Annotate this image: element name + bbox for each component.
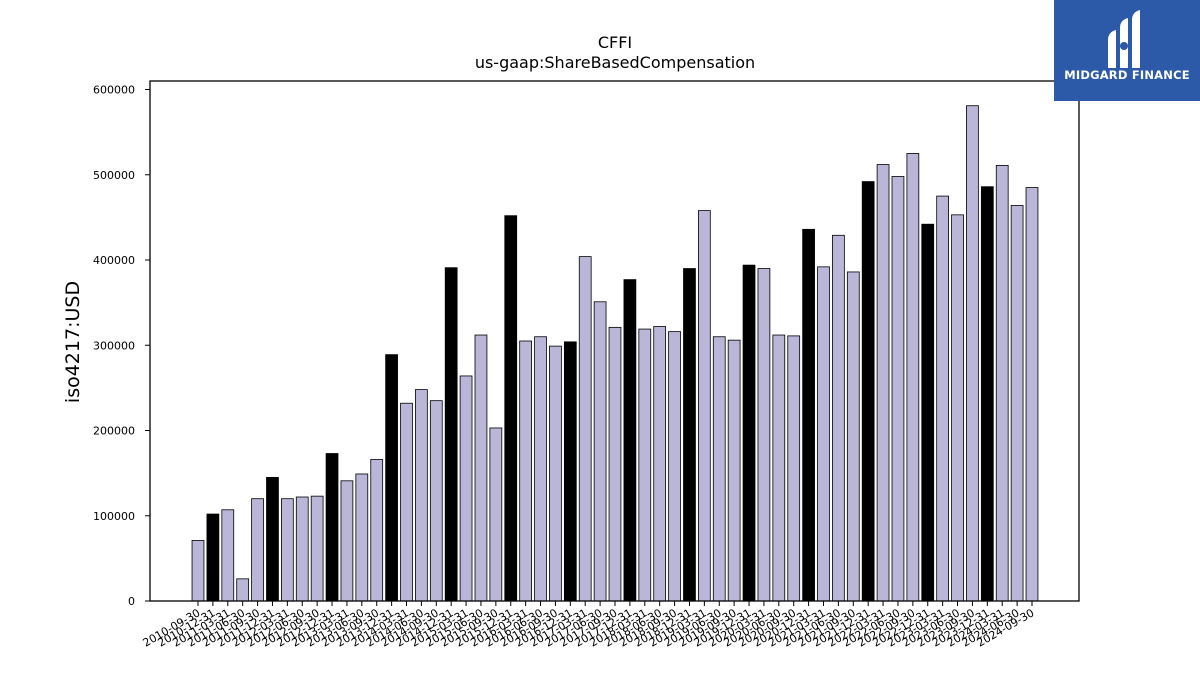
bar-2017-06-30: [593, 301, 607, 602]
bar-2023-09-30: [966, 105, 979, 602]
bar-2022-03-31: [876, 164, 890, 602]
bar-2014-06-30: [415, 389, 428, 602]
y-tick-label: 400000: [93, 254, 135, 267]
bar-2018-09-30: [668, 331, 681, 602]
plot-frame: [149, 80, 1080, 602]
bar-2021-12-31: [861, 181, 875, 602]
bar-2023-12-31: [980, 186, 994, 602]
bar-2020-06-30: [772, 334, 786, 602]
bar-2014-09-30: [429, 400, 443, 602]
bar-2016-09-30: [549, 345, 562, 602]
bar-2015-12-31: [504, 215, 518, 602]
bar-2011-09-30: [251, 498, 264, 602]
bar-2020-12-31: [802, 228, 815, 602]
bar-2017-03-31: [578, 256, 592, 602]
y-axis-label: iso4217:USD: [62, 281, 84, 403]
bar-2022-06-30: [891, 176, 905, 602]
bar-2017-12-31: [623, 279, 637, 602]
bar-2021-09-30: [846, 271, 860, 602]
y-tick-label: 0: [128, 595, 135, 608]
bar-2016-03-31: [519, 340, 533, 602]
bar-2021-03-31: [817, 266, 830, 602]
y-tick-label: 100000: [93, 510, 135, 523]
bar-2024-06-30: [1010, 205, 1024, 602]
y-tick-label: 500000: [93, 169, 135, 182]
y-tick-label: 600000: [93, 84, 135, 97]
midgard-logo-icon: [1108, 10, 1140, 68]
bar-2015-09-30: [489, 427, 503, 602]
bar-2011-06-30: [236, 578, 250, 602]
bar-2013-06-30: [355, 473, 369, 602]
bar-2018-12-31: [683, 268, 696, 602]
bar-2013-09-30: [370, 459, 384, 602]
y-tick-label: 300000: [93, 339, 135, 352]
midgard-finance-logo: MIDGARD FINANCE: [1054, 0, 1200, 101]
bar-2016-06-30: [534, 336, 547, 602]
bar-2022-12-31: [921, 223, 935, 602]
bar-2021-06-30: [832, 234, 845, 602]
bar-2017-09-30: [608, 326, 622, 602]
bar-2012-03-31: [280, 498, 294, 602]
bar-2019-12-31: [742, 264, 756, 602]
logo-text: MIDGARD FINANCE: [1064, 68, 1190, 82]
bar-2013-12-31: [385, 354, 398, 602]
y-tick-label: 200000: [93, 425, 135, 438]
bar-2022-09-30: [906, 153, 920, 602]
chart-title: CFFI: [598, 33, 632, 52]
bar-2012-09-30: [310, 495, 324, 602]
chart-subtitle: us-gaap:ShareBasedCompensation: [475, 53, 755, 72]
bar-2014-03-31: [400, 402, 413, 602]
bar-2023-03-31: [936, 195, 950, 602]
bar-2011-12-31: [266, 476, 279, 602]
bar-2010-12-31: [206, 513, 220, 602]
bar-2019-06-30: [712, 336, 726, 602]
bar-2020-03-31: [757, 268, 771, 602]
bar-2016-12-31: [563, 341, 577, 602]
bar-2010-09-30: [191, 540, 205, 602]
y-axis: 0 100000 200000 300000 400000 500000 600000: [93, 84, 150, 608]
bar-2015-03-31: [459, 375, 473, 602]
bar-2011-03-31: [221, 509, 235, 602]
bar-2020-09-30: [787, 335, 801, 602]
bar-2019-09-30: [727, 339, 741, 602]
bar-2024-09-30: [1025, 187, 1039, 602]
x-axis: 2010-09-302010-12-312011-03-312011-06-30…: [141, 601, 1037, 650]
bar-2015-06-30: [474, 334, 488, 602]
bar-2019-03-31: [698, 210, 711, 602]
bars-group: [191, 105, 1039, 602]
bar-2024-03-31: [995, 164, 1009, 602]
bar-2012-06-30: [295, 496, 309, 602]
bar-2013-03-31: [340, 480, 354, 602]
bar-2014-12-31: [444, 267, 458, 602]
bar-2012-12-31: [325, 453, 339, 602]
bar-2023-06-30: [951, 214, 964, 602]
bar-2018-06-30: [653, 326, 667, 602]
bar-2018-03-31: [638, 328, 652, 602]
